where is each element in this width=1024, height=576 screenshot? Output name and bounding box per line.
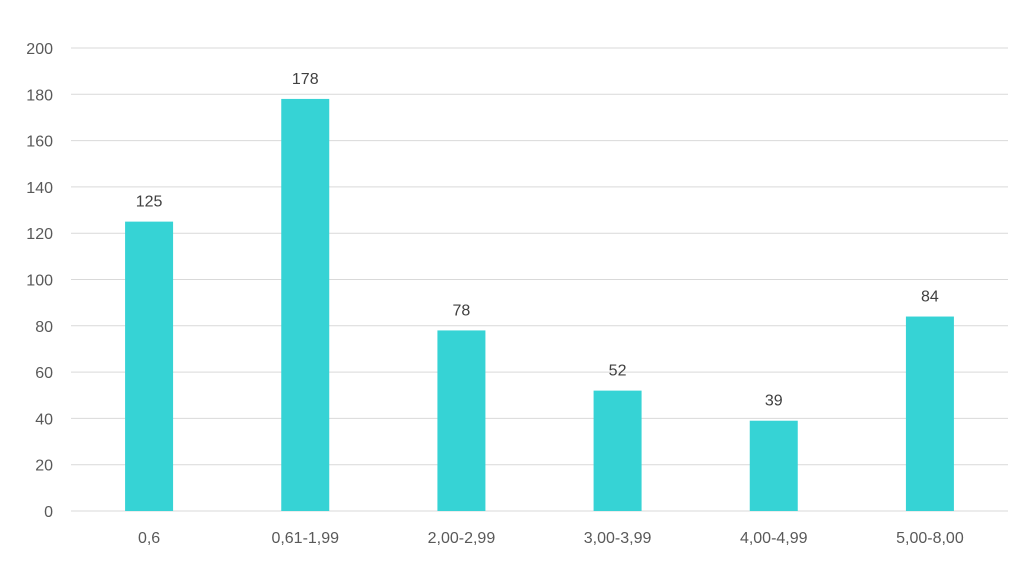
data-label: 178: [292, 71, 319, 88]
y-tick-label: 200: [26, 41, 53, 58]
y-tick-label: 160: [26, 134, 53, 151]
bar: [125, 221, 174, 511]
bar: [593, 390, 642, 511]
bar: [749, 420, 798, 511]
y-tick-label: 60: [35, 365, 53, 382]
x-tick-label: 0,6: [138, 530, 160, 547]
data-label: 78: [453, 302, 471, 319]
y-axis-ticks: 0 20 40 60 80 100 120 140 160 180 200: [26, 41, 53, 521]
x-tick-label: 2,00-2,99: [428, 530, 496, 547]
y-tick-label: 120: [26, 226, 53, 243]
x-tick-label: 0,61-1,99: [271, 530, 339, 547]
y-tick-label: 140: [26, 180, 53, 197]
bar: [281, 98, 330, 512]
x-tick-label: 3,00-3,99: [584, 530, 652, 547]
bar: [905, 316, 954, 511]
x-axis-ticks: 0,6 0,61-1,99 2,00-2,99 3,00-3,99 4,00-4,99 5…: [138, 530, 964, 547]
y-tick-label: 80: [35, 319, 53, 336]
data-labels: 125 178 78 52 39 84: [136, 71, 939, 410]
data-label: 125: [136, 194, 163, 211]
data-label: 84: [921, 289, 939, 306]
x-tick-label: 4,00-4,99: [740, 530, 808, 547]
gridlines: [71, 47, 1008, 512]
data-label: 52: [609, 363, 627, 380]
bars: [125, 98, 954, 512]
data-label: 39: [765, 393, 783, 410]
y-tick-label: 180: [26, 87, 53, 104]
y-tick-label: 40: [35, 411, 53, 428]
y-tick-label: 100: [26, 273, 53, 290]
x-tick-label: 5,00-8,00: [896, 530, 964, 547]
bar: [437, 330, 486, 511]
y-tick-label: 0: [44, 504, 53, 521]
y-tick-label: 20: [35, 458, 53, 475]
